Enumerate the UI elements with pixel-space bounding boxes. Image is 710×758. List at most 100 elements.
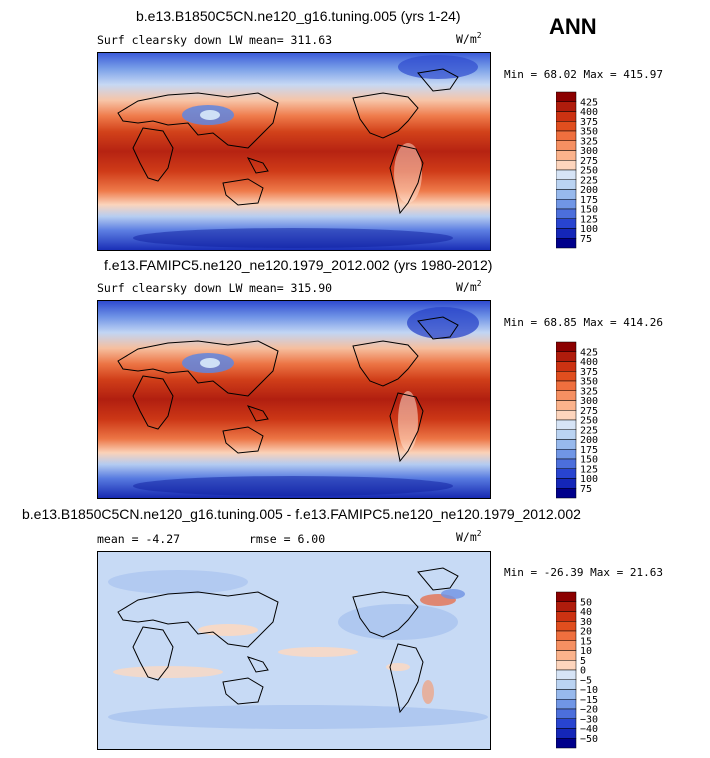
colorbar-swatch (555, 699, 577, 710)
colorbar-label: 325 (580, 136, 598, 147)
panel-1-minmax: Min = 68.02 Max = 415.97 (504, 68, 663, 81)
panel-2-colorbar-svg: 4254003753503253002752502252001751501251… (555, 341, 598, 499)
colorbar-swatch (555, 179, 577, 190)
colorbar-label: 175 (580, 445, 598, 456)
panel-2-map (97, 300, 491, 499)
colorbar-label: 125 (580, 464, 598, 475)
panel-1-map-field (98, 53, 490, 250)
colorbar-swatch (555, 478, 577, 489)
colorbar-swatch (555, 351, 577, 362)
colorbar-label: 350 (580, 377, 598, 388)
colorbar-label: 275 (580, 406, 598, 417)
colorbar-label: 200 (580, 435, 598, 446)
panel-3-rmse: rmse = 6.00 (249, 532, 326, 546)
panel-3-map-field (98, 552, 490, 749)
panel-3-colorbar: 50 40 30 20 15 10 5 0 −5 −10 −15 −20 −30 −40 −50 (555, 590, 616, 755)
colorbar-swatch (555, 218, 577, 229)
panel-2-units: W/m2 (456, 279, 482, 294)
colorbar-label: 75 (580, 484, 592, 495)
colorbar-label: 425 (580, 97, 598, 108)
colorbar-swatch (555, 371, 577, 382)
colorbar-label: 125 (580, 214, 598, 225)
colorbar-label: 400 (580, 357, 598, 368)
colorbar-label: −20 (580, 705, 598, 716)
colorbar-swatch (555, 718, 577, 729)
colorbar-label: 275 (580, 156, 598, 167)
colorbar-label: −40 (580, 724, 598, 735)
colorbar-swatch (555, 228, 577, 239)
colorbar-label: 40 (580, 607, 592, 618)
colorbar-swatch (555, 419, 577, 430)
colorbar-label: −30 (580, 714, 598, 725)
panel-2-title: f.e13.FAMIPC5.ne120_ne120.1979_2012.002 … (104, 257, 493, 273)
colorbar-swatch (555, 679, 577, 690)
colorbar-swatch (555, 728, 577, 739)
colorbar-swatch (555, 429, 577, 440)
colorbar-swatch (555, 660, 577, 671)
season-label: ANN (549, 14, 597, 39)
colorbar-label: −10 (580, 685, 598, 696)
colorbar-swatch (555, 101, 577, 112)
colorbar-swatch (555, 91, 577, 102)
colorbar-label: 100 (580, 474, 598, 485)
panel-3-title: b.e13.B1850C5CN.ne120_g16.tuning.005 - f… (22, 506, 581, 522)
colorbar-label: 100 (580, 224, 598, 235)
panel-1-colorbar-svg: 4254003753503253002752502252001751501251… (555, 91, 598, 249)
colorbar-label: 375 (580, 367, 598, 378)
colorbar-swatch (555, 611, 577, 622)
colorbar-swatch (555, 341, 577, 352)
colorbar-swatch (555, 601, 577, 612)
colorbar-swatch (555, 111, 577, 122)
colorbar-swatch (555, 150, 577, 161)
panel-1-colorbar: 425 400 375 350 325 300 275 250 225 200 175 150 125 1… (555, 90, 616, 255)
colorbar-label: 225 (580, 175, 598, 186)
colorbar-swatch (555, 488, 577, 499)
colorbar-swatch (555, 591, 577, 602)
panel-2-colorbar: 425 400 375 350 325 300 275 250 225 200 175 150 125 1… (555, 340, 616, 505)
panel-3-units: W/m2 (456, 529, 482, 544)
colorbar-swatch (555, 121, 577, 132)
colorbar-label: 15 (580, 636, 592, 647)
colorbar-swatch (555, 449, 577, 460)
panel-1-variable: Surf clearsky down LW (97, 33, 243, 47)
panel-2-map-field (98, 301, 490, 498)
colorbar-label: 0 (580, 666, 586, 677)
panel-3-minmax: Min = -26.39 Max = 21.63 (504, 566, 663, 579)
colorbar-swatch (555, 439, 577, 450)
colorbar-swatch (555, 380, 577, 391)
colorbar-swatch (555, 169, 577, 180)
colorbar-label: 250 (580, 166, 598, 177)
colorbar-label: 175 (580, 195, 598, 206)
colorbar-swatch (555, 199, 577, 210)
colorbar-label: 400 (580, 107, 598, 118)
panel-2-mean: mean= 315.90 (249, 281, 333, 295)
panel-1-title: b.e13.B1850C5CN.ne120_g16.tuning.005 (yr… (136, 8, 461, 24)
colorbar-label: 10 (580, 646, 592, 657)
colorbar-label: 250 (580, 416, 598, 427)
panel-1-mean: mean= 311.63 (249, 33, 333, 47)
colorbar-label: −5 (580, 675, 592, 686)
colorbar-swatch (555, 650, 577, 661)
colorbar-swatch (555, 621, 577, 632)
colorbar-swatch (555, 140, 577, 151)
panel-3-mean: mean = -4.27 (97, 532, 181, 546)
panel-1-map (97, 52, 491, 251)
colorbar-label: 20 (580, 627, 592, 638)
colorbar-swatch (555, 390, 577, 401)
colorbar-label: 425 (580, 347, 598, 358)
colorbar-label: −15 (580, 695, 598, 706)
colorbar-swatch (555, 361, 577, 372)
colorbar-label: 300 (580, 146, 598, 157)
colorbar-swatch (555, 630, 577, 641)
colorbar-swatch (555, 400, 577, 411)
colorbar-label: 150 (580, 455, 598, 466)
colorbar-label: 5 (580, 656, 586, 667)
colorbar-swatch (555, 458, 577, 469)
colorbar-swatch (555, 708, 577, 719)
panel-2-minmax: Min = 68.85 Max = 414.26 (504, 316, 663, 329)
panel-1-units: W/m2 (456, 31, 482, 46)
colorbar-label: 350 (580, 127, 598, 138)
colorbar-label: 75 (580, 234, 592, 245)
colorbar-swatch (555, 208, 577, 219)
